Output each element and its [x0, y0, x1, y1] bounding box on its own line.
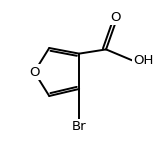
Text: Br: Br: [72, 120, 86, 133]
Text: O: O: [29, 66, 40, 78]
Text: O: O: [110, 11, 120, 24]
Text: OH: OH: [133, 54, 153, 67]
